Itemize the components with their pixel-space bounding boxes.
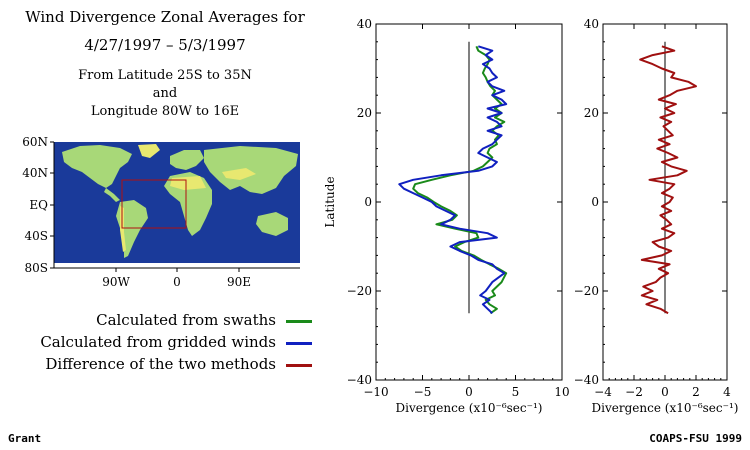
x-tick-label: −2	[625, 385, 643, 399]
y-axis-label: Latitude	[323, 176, 337, 227]
map-lat-label: 40S	[25, 229, 49, 243]
x-axis-label: Divergence (x10⁻⁶sec⁻¹)	[592, 401, 739, 415]
chart-title-line-2: 4/27/1997 – 5/3/1997	[84, 36, 246, 54]
y-tick-label: −40	[574, 373, 599, 387]
legend: Calculated from swaths Calculated from g…	[0, 305, 320, 375]
x-tick-label: −5	[414, 385, 432, 399]
footer-author: Grant	[8, 432, 42, 445]
land-greenland	[138, 144, 160, 158]
subtitle-line-1: From Latitude 25S to 35N	[78, 68, 252, 83]
land-himalaya	[222, 168, 256, 180]
y-tick-label: 0	[591, 195, 599, 209]
map-lon-label: 0	[173, 275, 181, 289]
legend-label: Calculated from swaths	[96, 311, 276, 329]
x-tick-label: 5	[512, 385, 520, 399]
y-tick-label: 20	[584, 106, 599, 120]
x-tick-label: 0	[661, 385, 669, 399]
series-line	[398, 45, 508, 315]
land-antarctica	[54, 263, 300, 268]
land-north-america	[62, 145, 132, 188]
chart-title-line-1: Wind Divergence Zonal Averages for	[25, 8, 305, 26]
x-tick-label: −10	[363, 385, 388, 399]
map-lat-label: 80S	[25, 261, 49, 275]
land-australia	[256, 212, 288, 236]
map-lon-label: 90E	[227, 275, 251, 289]
land-asia	[204, 146, 298, 194]
map-lat-label: EQ	[29, 198, 48, 212]
y-tick-label: −20	[574, 284, 599, 298]
legend-swatch	[286, 342, 312, 345]
legend-item-swaths: Calculated from swaths	[0, 311, 320, 329]
y-tick-label: 20	[357, 106, 372, 120]
x-axis-label: Divergence (x10⁻⁶sec⁻¹)	[396, 401, 543, 415]
footer-credit: COAPS-FSU 1999	[649, 432, 742, 445]
y-tick-label: 40	[584, 17, 599, 31]
region-box	[121, 179, 187, 229]
subtitle-line-3: Longitude 80W to 16E	[90, 104, 240, 119]
legend-label: Difference of the two methods	[45, 355, 276, 373]
map-lat-label: 40N	[22, 166, 48, 180]
legend-label: Calculated from gridded winds	[40, 333, 276, 351]
chart-divergence-comparison: −10 −5 0 5 10 −40 −20 0 20 40 Divergence (x10⁻⁶sec…	[323, 17, 570, 415]
y-tick-label: 40	[357, 17, 372, 31]
x-tick-label: 0	[465, 385, 473, 399]
land-europe	[170, 150, 204, 170]
y-tick-label: −40	[347, 373, 372, 387]
x-tick-label: −4	[594, 385, 612, 399]
legend-item-difference: Difference of the two methods	[0, 355, 320, 373]
world-map: 60N 40N EQ 40S 80S 90W 0 90E	[22, 135, 300, 289]
subtitle-line-2: and	[152, 86, 178, 101]
legend-swatch	[286, 320, 312, 323]
legend-swatch	[286, 364, 312, 367]
y-tick-label: 0	[364, 195, 372, 209]
map-lat-label: 60N	[22, 135, 48, 149]
x-tick-label: 4	[723, 385, 731, 399]
y-tick-label: −20	[347, 284, 372, 298]
land-central-america	[104, 188, 120, 202]
x-tick-label: 2	[692, 385, 700, 399]
map-lon-label: 90W	[102, 275, 130, 289]
x-tick-label: 10	[554, 385, 569, 399]
legend-item-gridded: Calculated from gridded winds	[0, 333, 320, 351]
series-line	[639, 45, 697, 315]
